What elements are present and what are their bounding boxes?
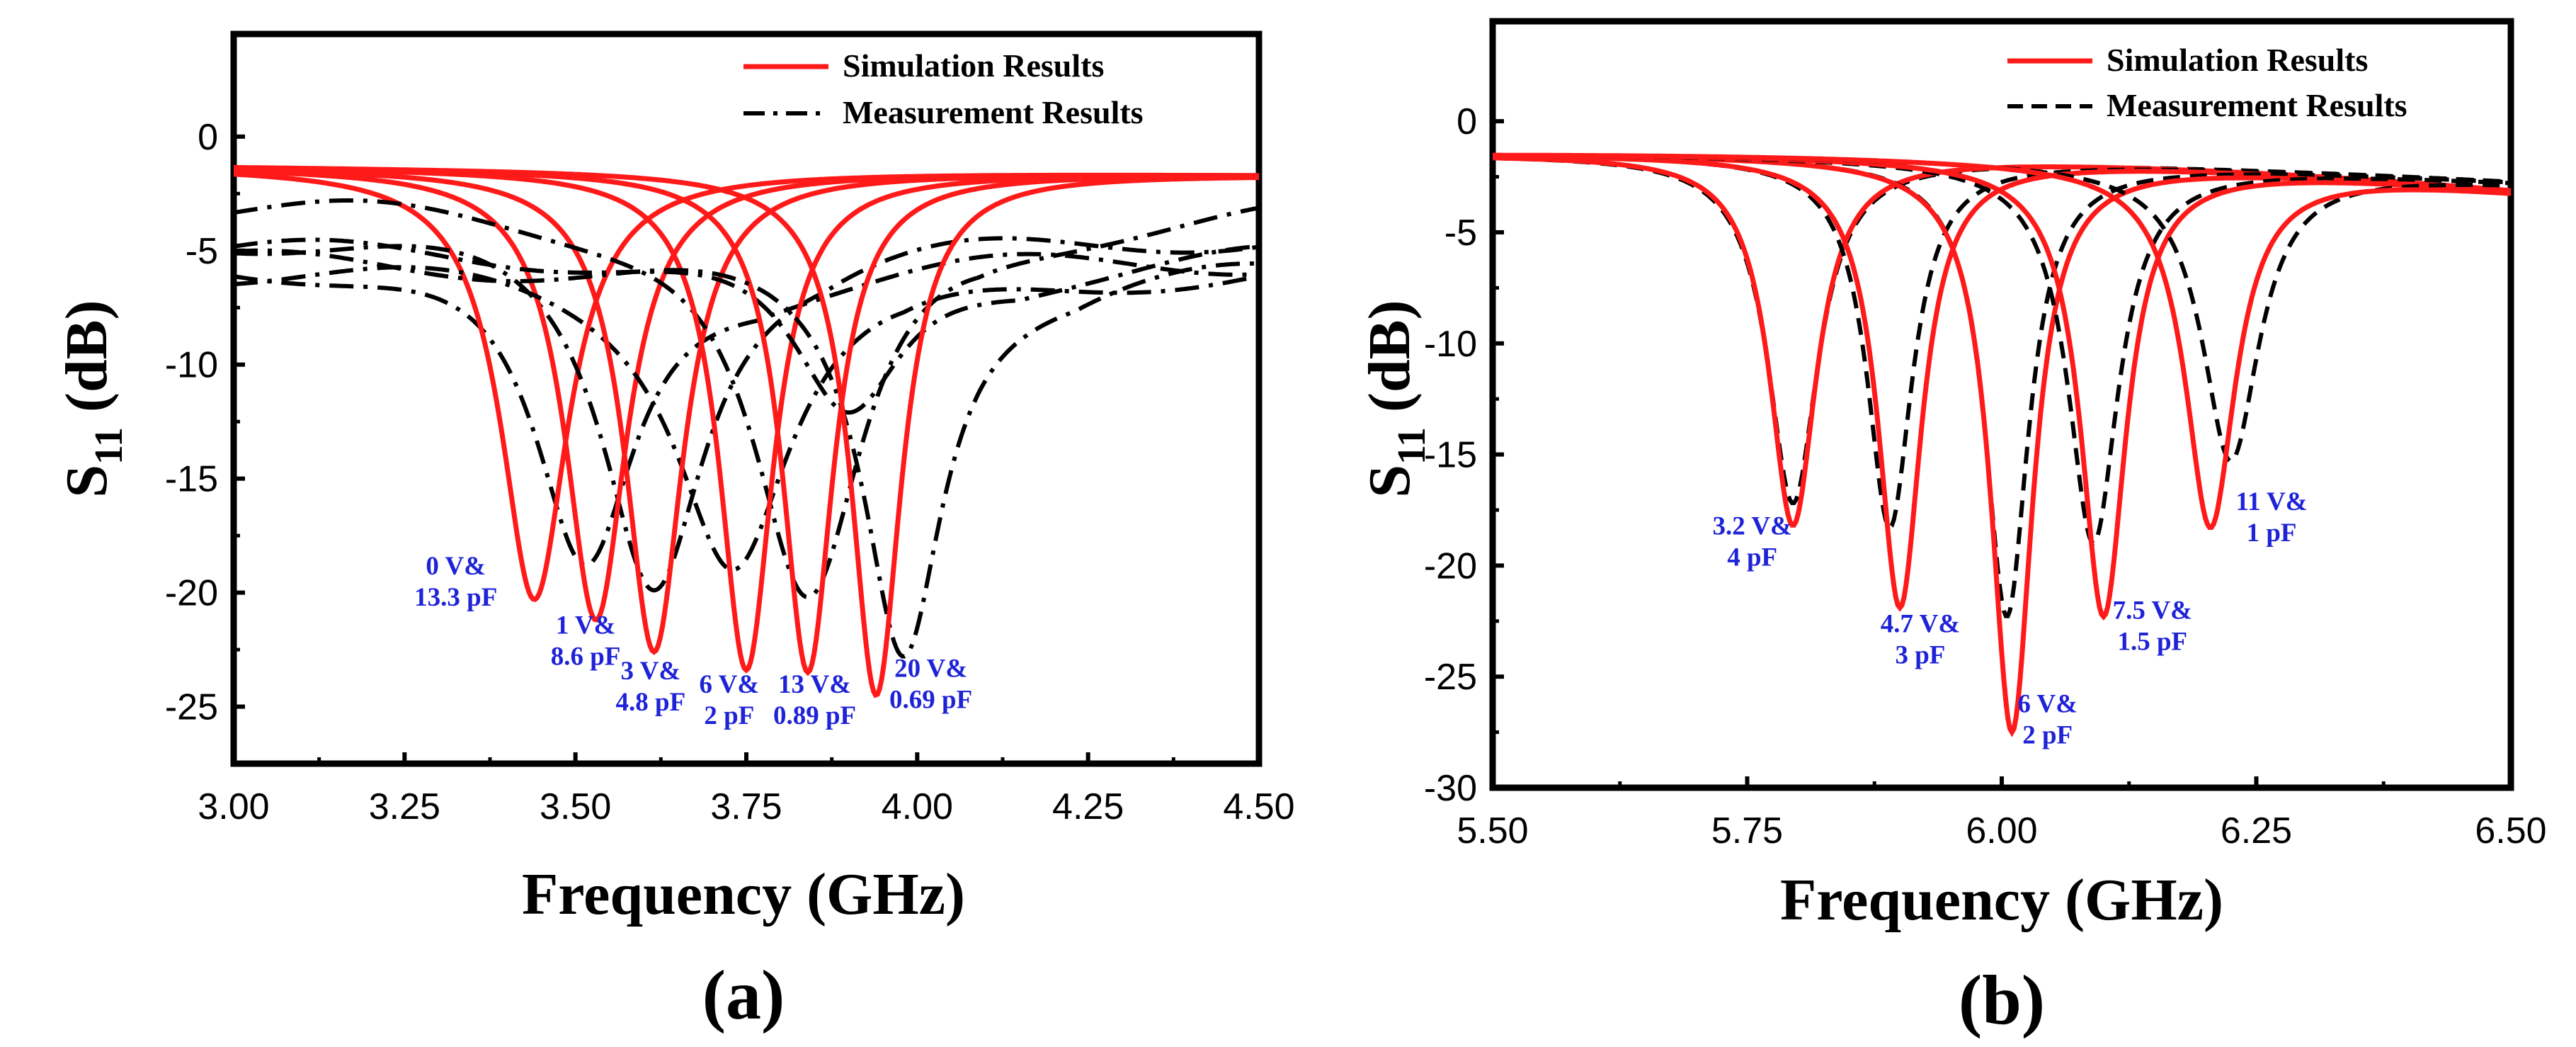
x-tick-label: 3.25 bbox=[369, 786, 440, 827]
chart-a: 3.00 3.25 3.50 3.75 4.00 4.25 4.50 0 -5 -10 -15 -20… bbox=[54, 30, 1295, 1034]
legend: Simulation Results Measurement Results bbox=[2007, 42, 2407, 123]
x-tick-label: 3.75 bbox=[710, 786, 782, 827]
y-tick-label: 0 bbox=[198, 117, 218, 158]
y-tick-label: -25 bbox=[165, 687, 218, 728]
y-tick-label: -20 bbox=[165, 573, 218, 614]
measurement-curve bbox=[234, 236, 1259, 593]
resonance-annotation: 7.5 V& 1.5 pF bbox=[2113, 596, 2192, 657]
resonance-annotation: 4.7 V& 3 pF bbox=[1881, 609, 1960, 669]
y-tick-label: -30 bbox=[1424, 768, 1477, 809]
x-axis-label: Frequency (GHz) bbox=[1780, 867, 2223, 933]
x-tick-label: 3.00 bbox=[198, 786, 269, 827]
x-tick-label: 5.75 bbox=[1711, 810, 1783, 851]
y-axis-label: S11 (dB) bbox=[54, 300, 131, 497]
resonance-annotation: 6 V& 2 pF bbox=[700, 670, 760, 730]
simulation-curve bbox=[1493, 152, 2511, 530]
legend: Simulation Results Measurement Results bbox=[743, 47, 1144, 130]
resonance-annotation: 1 V& 8.6 pF bbox=[551, 611, 621, 672]
x-tick-label: 6.25 bbox=[2221, 810, 2292, 851]
measurement-curve bbox=[234, 248, 1259, 659]
panel-label: (a) bbox=[702, 956, 785, 1034]
resonance-annotation: 13 V& 0.89 pF bbox=[773, 670, 856, 730]
y-tick-label: 0 bbox=[1457, 101, 1477, 142]
y-tick-label: -10 bbox=[165, 345, 218, 386]
measurement-curve bbox=[234, 251, 1259, 567]
resonance-annotation: 3.2 V& 4 pF bbox=[1713, 511, 1792, 572]
y-tick-label: -5 bbox=[186, 231, 218, 272]
resonance-annotation: 20 V& 0.69 pF bbox=[889, 655, 972, 715]
x-axis-label: Frequency (GHz) bbox=[522, 861, 965, 927]
measurement-curve bbox=[234, 198, 1259, 600]
plot-frame bbox=[230, 30, 1263, 767]
y-tick-label: -5 bbox=[1444, 213, 1477, 254]
resonance-annotation: 11 V& 1 pF bbox=[2236, 487, 2308, 548]
y-tick-label: -15 bbox=[1424, 435, 1477, 476]
legend-measurement-label: Measurement Results bbox=[843, 94, 1144, 130]
resonance-annotation: 6 V& 2 pF bbox=[2017, 689, 2078, 749]
measurement-curve bbox=[234, 237, 1259, 415]
legend-simulation-label: Simulation Results bbox=[843, 47, 1104, 84]
resonance-annotation: 3 V& 4.8 pF bbox=[616, 657, 686, 717]
measurement-curve bbox=[234, 265, 1259, 572]
legend-simulation-label: Simulation Results bbox=[2107, 42, 2368, 78]
chart-b: 5.50 5.75 6.00 6.25 6.50 0 -5 -10 -15 -20 -25 -30 3.… bbox=[1357, 18, 2547, 1039]
resonance-annotation: 0 V& 13.3 pF bbox=[414, 552, 497, 612]
y-axis-label: S11 (dB) bbox=[1357, 300, 1434, 497]
legend-measurement-label: Measurement Results bbox=[2107, 87, 2407, 123]
y-tick-label: -20 bbox=[1424, 545, 1477, 587]
x-tick-label: 4.00 bbox=[882, 786, 953, 827]
x-tick-label: 4.25 bbox=[1052, 786, 1124, 827]
x-tick-label: 3.50 bbox=[540, 786, 611, 827]
x-tick-label: 6.50 bbox=[2475, 810, 2546, 851]
x-tick-label: 5.50 bbox=[1457, 810, 1528, 851]
y-tick-label: -10 bbox=[1424, 324, 1477, 365]
x-tick-label: 6.00 bbox=[1966, 810, 2037, 851]
y-tick-label: -25 bbox=[1424, 657, 1477, 698]
simulation-curve bbox=[234, 164, 1259, 698]
y-tick-label: -15 bbox=[165, 459, 218, 500]
x-tick-label: 4.50 bbox=[1223, 786, 1294, 827]
panel-label: (b) bbox=[1959, 961, 2045, 1039]
